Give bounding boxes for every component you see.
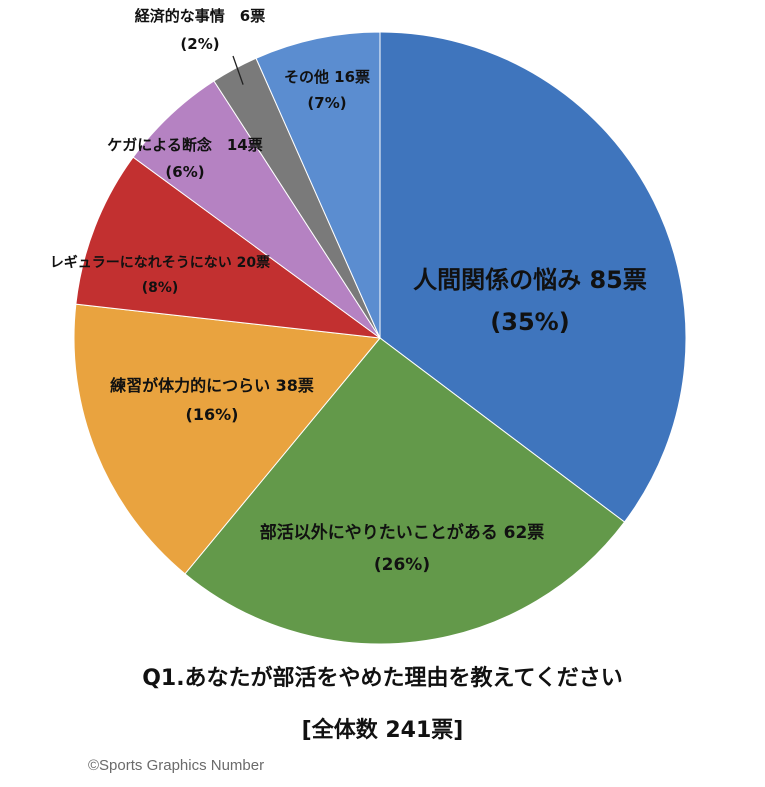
slice-percent-label: (2%): [180, 35, 219, 53]
slice-percent-label: (26%): [374, 555, 430, 575]
slice-label: 人間関係の悩み 85票: [413, 266, 647, 294]
slice-label: 経済的な事情 6票: [135, 7, 265, 25]
chart-title: Q1.あなたが部活をやめた理由を教えてください: [142, 666, 623, 691]
pie-slice: [73, 303, 381, 575]
slice-percent-label: (6%): [165, 163, 204, 181]
copyright-text: ©Sports Graphics Number: [88, 757, 265, 774]
slice-percent-label: (16%): [186, 405, 239, 424]
pie-slice: [379, 31, 687, 523]
leader-line: [232, 55, 244, 85]
slice-label: ケガによる断念 14票: [107, 136, 262, 154]
pie-chart: 人間関係の悩み 85票 (35%) 部活以外にやりたいことがある 62票 (26%) 練…: [50, 7, 687, 645]
slice-percent-label: (7%): [307, 94, 346, 112]
slice-label: その他 16票: [284, 68, 370, 86]
pie-slice: [255, 31, 381, 339]
pie-slice: [184, 337, 626, 645]
slice-percent-label: (8%): [142, 280, 179, 296]
slice-label: レギュラーになれそうにない 20票: [50, 254, 270, 271]
slice-label: 練習が体力的につらい 38票: [110, 376, 314, 395]
slice-percent-label: (35%): [490, 308, 569, 336]
slice-label: 部活以外にやりたいことがある 62票: [260, 522, 545, 543]
pie-slice: [75, 156, 382, 339]
chart-subtitle: [全体数 241票]: [301, 718, 464, 743]
